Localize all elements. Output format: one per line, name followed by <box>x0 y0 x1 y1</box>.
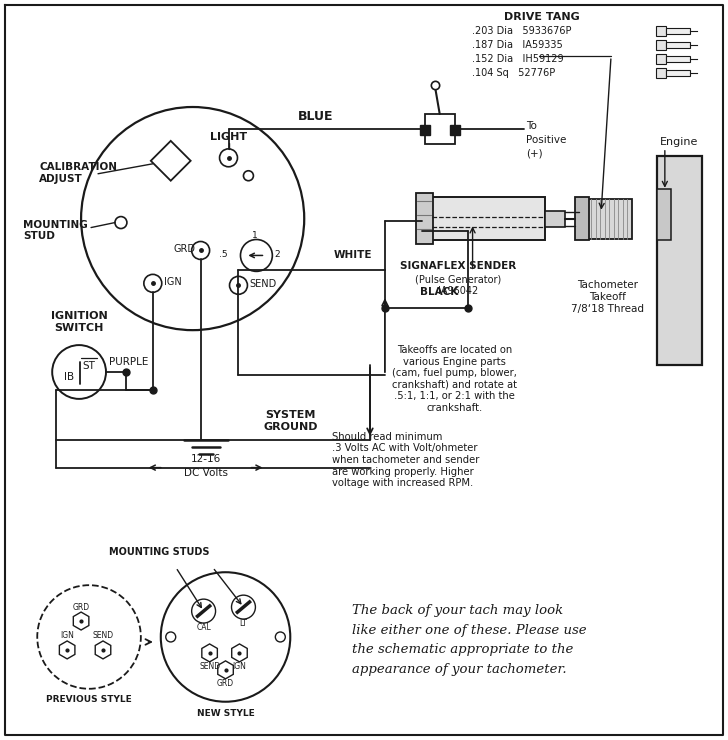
Text: .203 Dia   5933676P: .203 Dia 5933676P <box>472 27 571 36</box>
Text: BLUE: BLUE <box>298 110 333 124</box>
Text: 12-16: 12-16 <box>191 454 221 464</box>
Bar <box>666 56 689 62</box>
Text: GRD: GRD <box>174 244 196 255</box>
Text: ST: ST <box>82 361 95 371</box>
Polygon shape <box>74 612 89 630</box>
Circle shape <box>115 217 127 229</box>
Circle shape <box>52 345 106 399</box>
Text: Engine: Engine <box>660 137 698 147</box>
Text: IGN: IGN <box>60 631 74 641</box>
Circle shape <box>191 241 210 260</box>
Text: MOUNTING
STUD: MOUNTING STUD <box>23 220 88 241</box>
Text: LIGHT: LIGHT <box>210 132 247 142</box>
Bar <box>656 68 666 78</box>
Bar <box>666 42 689 48</box>
Circle shape <box>229 276 248 295</box>
Text: DRIVE TANG: DRIVE TANG <box>505 13 580 22</box>
Polygon shape <box>232 644 248 662</box>
Text: (+): (+) <box>526 149 543 159</box>
Text: .187 Dia   IA59335: .187 Dia IA59335 <box>472 40 562 50</box>
Text: Tachometer
Takeoff
7/8‘18 Thread: Tachometer Takeoff 7/8‘18 Thread <box>571 280 644 314</box>
Polygon shape <box>218 661 233 679</box>
Text: IB: IB <box>64 372 74 382</box>
Bar <box>656 40 666 50</box>
Bar <box>657 189 670 241</box>
Polygon shape <box>202 644 218 662</box>
Bar <box>416 192 432 244</box>
Bar <box>657 156 702 365</box>
Text: The back of your tach may look
like either one of these. Please use
the schemati: The back of your tach may look like eith… <box>352 604 587 676</box>
Bar <box>424 114 455 144</box>
Bar <box>430 197 545 240</box>
Text: To: To <box>526 121 537 131</box>
Bar <box>666 28 689 34</box>
Circle shape <box>161 572 290 702</box>
Text: Takeoffs are located on
various Engine parts
(cam, fuel pump, blower,
crankshaft: Takeoffs are located on various Engine p… <box>392 345 517 413</box>
Text: (Pulse Generator): (Pulse Generator) <box>414 275 501 284</box>
Circle shape <box>243 171 253 181</box>
Text: CAL: CAL <box>197 622 211 631</box>
Text: .152 Dia   IH59129: .152 Dia IH59129 <box>472 54 563 64</box>
Text: PREVIOUS STYLE: PREVIOUS STYLE <box>46 696 132 704</box>
Polygon shape <box>95 641 111 659</box>
Circle shape <box>191 599 215 623</box>
Text: IGN: IGN <box>232 662 246 671</box>
Text: 1: 1 <box>252 231 257 240</box>
Text: Positive: Positive <box>526 135 567 145</box>
Circle shape <box>232 595 256 619</box>
Text: DC Volts: DC Volts <box>183 468 228 477</box>
Circle shape <box>166 632 175 642</box>
Text: IGN: IGN <box>164 278 181 287</box>
Polygon shape <box>60 641 75 659</box>
Circle shape <box>275 632 285 642</box>
Text: SYSTEM
GROUND: SYSTEM GROUND <box>263 410 317 431</box>
Text: IA96042: IA96042 <box>438 286 478 296</box>
Bar <box>666 70 689 76</box>
Circle shape <box>144 275 162 292</box>
Bar <box>656 54 666 64</box>
Text: NEW STYLE: NEW STYLE <box>197 709 254 719</box>
Text: SIGNAFLEX SENDER: SIGNAFLEX SENDER <box>400 261 515 272</box>
Circle shape <box>37 585 141 689</box>
Text: .104 Sq   52776P: .104 Sq 52776P <box>472 68 555 78</box>
Bar <box>545 211 565 226</box>
Text: LT: LT <box>240 619 248 628</box>
Text: SEND: SEND <box>199 662 220 671</box>
Text: SEND: SEND <box>250 279 277 289</box>
Text: WHITE: WHITE <box>333 250 372 260</box>
Bar <box>575 197 589 240</box>
Text: CALIBRATION
ADJUST: CALIBRATION ADJUST <box>39 162 117 184</box>
Circle shape <box>240 240 272 272</box>
Text: .5: .5 <box>219 250 228 259</box>
Text: Should read minimum
.3 Volts AC with Volt/ohmeter
when tachometer and sender
are: Should read minimum .3 Volts AC with Vol… <box>332 431 480 488</box>
Text: BLACK: BLACK <box>420 287 458 297</box>
Circle shape <box>220 149 237 166</box>
Text: 2: 2 <box>274 250 280 259</box>
Text: GRD: GRD <box>217 679 234 688</box>
Text: MOUNTING STUDS: MOUNTING STUDS <box>108 548 209 557</box>
Circle shape <box>81 107 304 330</box>
Text: PURPLE: PURPLE <box>109 357 149 367</box>
Text: SEND: SEND <box>92 631 114 641</box>
Text: GRD: GRD <box>73 602 90 611</box>
Text: IGNITION
SWITCH: IGNITION SWITCH <box>51 312 108 333</box>
Bar <box>656 27 666 36</box>
Bar <box>587 198 632 238</box>
